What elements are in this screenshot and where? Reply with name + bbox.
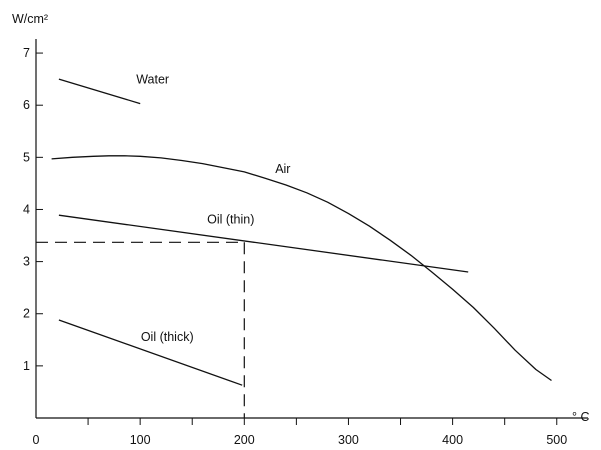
x-axis-label: ° C: [572, 410, 590, 424]
y-tick-label: 1: [23, 359, 30, 373]
y-axis-label: W/cm²: [12, 12, 48, 26]
series-line-air: [51, 155, 552, 382]
labels-layer: Water Air Oil (thin) Oil (thick): [136, 72, 290, 344]
y-tick-label: 5: [23, 150, 30, 164]
x-tick-label: 400: [442, 433, 463, 447]
y-tick-label: 4: [23, 202, 30, 216]
axes: 0 100 200 300 400 500 1 2 3 4 5 6 7 W/cm² ° C: [12, 12, 590, 447]
series-layer: [51, 78, 552, 386]
x-tick-label: 0: [33, 433, 40, 447]
y-tick-label: 2: [23, 307, 30, 321]
x-tick-label: 500: [546, 433, 567, 447]
series-line-oil-thin: [58, 214, 469, 273]
y-tick-label: 6: [23, 98, 30, 112]
y-tick-label: 3: [23, 255, 30, 269]
series-line-water: [58, 78, 141, 105]
y-tick-label: 7: [23, 46, 30, 60]
series-label-air: Air: [275, 162, 290, 176]
series-label-oil-thick: Oil (thick): [141, 330, 194, 344]
x-tick-label: 300: [338, 433, 359, 447]
series-label-oil-thin: Oil (thin): [207, 213, 254, 227]
series-line-oil-thick: [58, 319, 243, 386]
x-tick-label: 200: [234, 433, 255, 447]
series-label-water: Water: [136, 72, 169, 86]
x-tick-label: 100: [130, 433, 151, 447]
reference-lines: [36, 241, 245, 418]
